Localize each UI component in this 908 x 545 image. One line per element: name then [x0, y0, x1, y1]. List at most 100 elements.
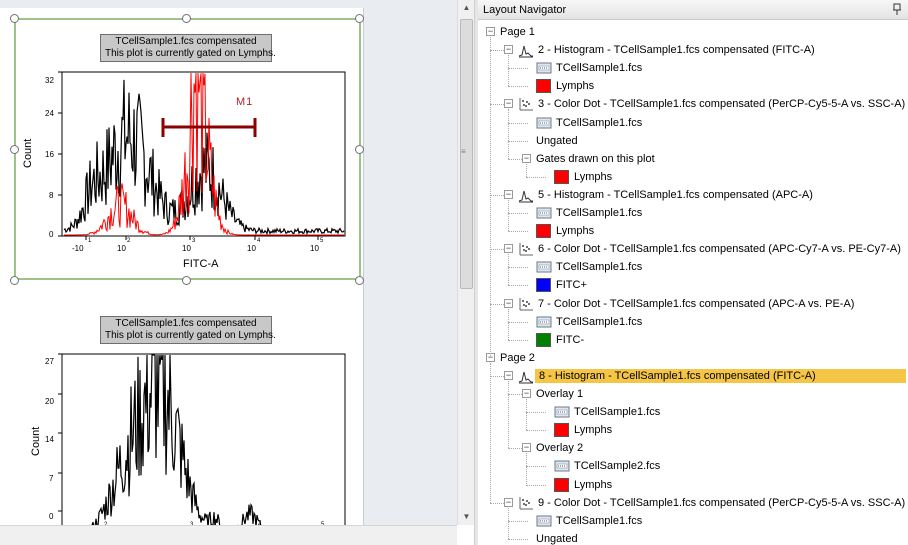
tree-guide-line [490, 37, 491, 358]
histogram-plot-area[interactable] [0, 8, 364, 288]
collapse-toggle-icon[interactable]: − [504, 297, 513, 308]
tree-item-label: Ungated [536, 134, 578, 147]
collapse-toggle-icon[interactable]: − [486, 26, 495, 36]
tree-item-label: FITC- [556, 333, 585, 346]
scroll-up-icon[interactable]: ▲ [462, 3, 471, 12]
resize-handle-top-center[interactable] [182, 14, 191, 23]
tree-item[interactable]: − 7 - Color Dot - TCellSample1.fcs compen… [478, 295, 908, 313]
scrollbar-thumb[interactable] [460, 19, 473, 289]
y-tick-label: 7 [49, 474, 54, 483]
collapse-toggle-icon[interactable]: − [504, 243, 513, 254]
plot-frame [61, 353, 346, 528]
tree-guide-line [490, 104, 510, 106]
x-tick-label: 10 [247, 244, 256, 253]
resize-handle-top-right[interactable] [355, 14, 364, 23]
layout-canvas[interactable]: TCellSample1.fcs compensated This plot i… [0, 0, 457, 545]
tree-item[interactable]: TCellSample1.fcs [478, 313, 908, 331]
tree-item[interactable]: Lymphs [478, 77, 908, 95]
collapse-toggle-icon[interactable]: − [504, 188, 513, 199]
tree-item[interactable]: TCellSample1.fcs [478, 59, 908, 77]
navigator-title: Layout Navigator [483, 4, 567, 16]
tree-item[interactable]: TCellSample1.fcs [478, 204, 908, 222]
tree-item-selected[interactable]: − 8 - Histogram - TCellSample1.fcs compen… [478, 367, 908, 385]
data-file-icon [536, 316, 552, 328]
tree-item[interactable]: − 5 - Histogram - TCellSample1.fcs compen… [478, 186, 908, 204]
layout-page[interactable]: TCellSample1.fcs compensated This plot i… [0, 8, 364, 528]
resize-handle-bottom-right[interactable] [355, 276, 364, 285]
histogram-plot-fitc[interactable]: TCellSample1.fcs compensated This plot i… [0, 8, 364, 288]
x-tick-label: 10 [310, 244, 319, 253]
dot-plot-icon [519, 496, 533, 510]
pin-icon[interactable] [892, 3, 902, 16]
histogram-plot-2[interactable]: TCellSample1.fcs compensated This plot i… [0, 308, 364, 528]
resize-handle-bottom-center[interactable] [182, 276, 191, 285]
tree-guide-line [490, 502, 510, 504]
tree-item-label: Lymphs [556, 225, 595, 238]
canvas-vertical-scrollbar[interactable]: ▲ ≡ ▼ [457, 0, 474, 525]
resize-handle-middle-left[interactable] [10, 145, 19, 154]
tree-item[interactable]: − 9 - Color Dot - TCellSample1.fcs compen… [478, 494, 908, 512]
tree-item-label: Lymphs [574, 424, 613, 437]
tree-guide-line [526, 412, 546, 414]
tree-item[interactable]: − Page 2 [478, 349, 908, 367]
collapse-toggle-icon[interactable]: − [522, 388, 531, 398]
tree-item-label: TCellSample2.fcs [574, 460, 661, 473]
tree-item[interactable]: − Overlay 2 [478, 439, 908, 457]
tree-item[interactable]: Lymphs [478, 222, 908, 240]
scroll-down-icon[interactable]: ▼ [462, 512, 471, 521]
collapse-toggle-icon[interactable]: − [504, 98, 513, 109]
tree-item[interactable]: TCellSample1.fcs [478, 512, 908, 530]
horizontal-scrollbar[interactable] [0, 525, 457, 545]
tree-guide-line [508, 86, 528, 88]
tree-item[interactable]: TCellSample1.fcs [478, 403, 908, 421]
tree-item[interactable]: TCellSample2.fcs [478, 457, 908, 475]
resize-handle-middle-right[interactable] [355, 145, 364, 154]
plot-header-title: TCellSample1.fcs compensated [115, 36, 257, 47]
tree-item-label: TCellSample1.fcs [556, 514, 643, 527]
tree-item[interactable]: Lymphs [478, 476, 908, 494]
scroll-grip-icon: ≡ [461, 147, 466, 156]
tree-item[interactable]: Ungated [478, 530, 908, 545]
tree-item[interactable]: − 6 - Color Dot - TCellSample1.fcs compen… [478, 240, 908, 258]
tree-item[interactable]: − 3 - Color Dot - TCellSample1.fcs compen… [478, 95, 908, 113]
tree-item[interactable]: FITC+ [478, 276, 908, 294]
resize-handle-bottom-left[interactable] [10, 276, 19, 285]
tree-item[interactable]: − 2 - Histogram - TCellSample1.fcs compen… [478, 41, 908, 59]
marker-gate-m1 [161, 118, 257, 137]
data-file-icon [536, 207, 552, 219]
tree-item-label: TCellSample1.fcs [556, 315, 643, 328]
layout-navigator-panel[interactable]: Layout Navigator − Page 1−2 - Histogram -… [478, 0, 908, 545]
tree-item[interactable]: TCellSample1.fcs [478, 258, 908, 276]
tree-guide-line [508, 140, 528, 142]
plot-header-gate-note: This plot is currently gated on Lymphs. [105, 330, 276, 341]
tree-item[interactable]: − Overlay 1 [478, 385, 908, 403]
tree-item[interactable]: − Gates drawn on this plot [478, 150, 908, 168]
tree-item[interactable]: Lymphs [478, 168, 908, 186]
tree-guide-line [490, 194, 510, 196]
tree-item-label: TCellSample1.fcs [556, 62, 643, 75]
collapse-toggle-icon[interactable]: − [522, 442, 531, 453]
tree-guide-line [490, 249, 510, 251]
tree-guide-line [526, 453, 527, 485]
collapse-toggle-icon[interactable]: − [504, 369, 513, 380]
collapse-toggle-icon[interactable]: − [522, 152, 531, 163]
tree-item[interactable]: Lymphs [478, 421, 908, 439]
tree-guide-line [508, 520, 528, 522]
tree-item-label: Overlay 2 [536, 442, 584, 455]
x-tick-exponent: 1 [88, 238, 92, 244]
y-tick-label: 0 [49, 230, 54, 239]
tree-guide-line [508, 68, 528, 70]
collapse-toggle-icon[interactable]: − [504, 496, 513, 507]
tree-guide-line [490, 303, 510, 305]
y-tick-label: 16 [45, 150, 54, 159]
tree-item[interactable]: FITC- [478, 331, 908, 349]
tree-item[interactable]: Ungated [478, 132, 908, 150]
y-tick-label: 0 [49, 512, 54, 521]
histogram-plot-area[interactable] [0, 308, 364, 528]
tree-guide-line [508, 339, 528, 341]
tree-item[interactable]: TCellSample1.fcs [478, 114, 908, 132]
pane-splitter[interactable] [474, 0, 478, 545]
collapse-toggle-icon[interactable]: − [504, 44, 513, 55]
tree-item[interactable]: − Page 1 [478, 23, 908, 41]
resize-handle-top-left[interactable] [10, 14, 19, 23]
